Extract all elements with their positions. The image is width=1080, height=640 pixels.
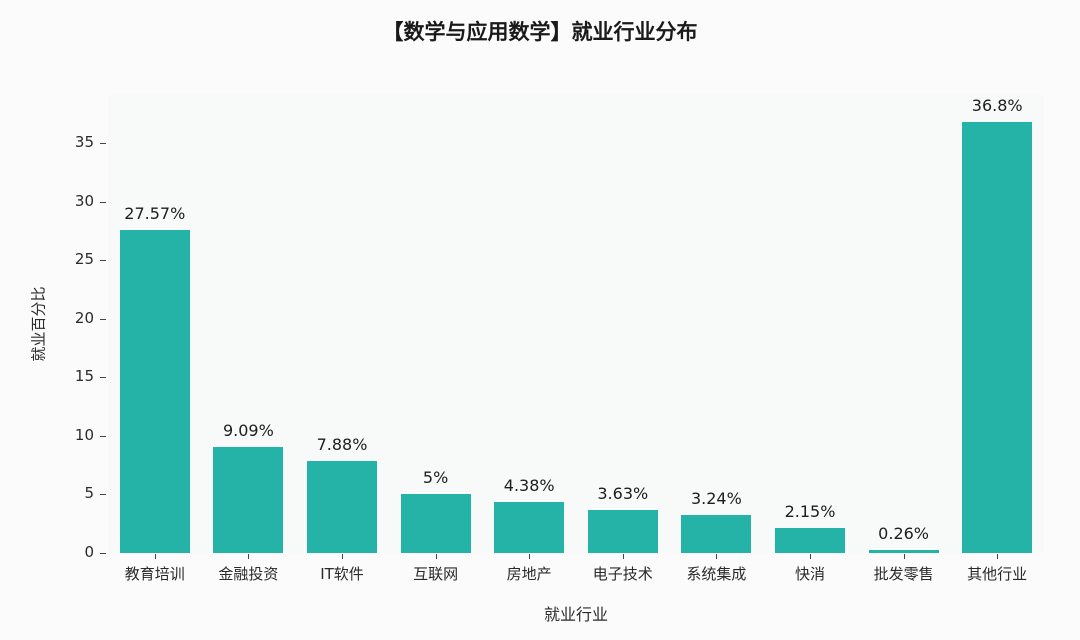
x-tick-mark [529,554,531,559]
y-tick-mark [100,318,106,320]
bar-value-label: 3.63% [597,484,649,504]
x-tick-mark [716,554,718,559]
bar-value-label: 5% [422,468,449,488]
bar [400,494,471,553]
y-tick-label: 20 [74,308,94,327]
bar-value-label: 9.09% [222,420,274,440]
y-tick-mark [100,143,106,145]
bar [775,527,845,553]
x-tick-mark [248,554,250,559]
x-axis-title: 就业行业 [543,605,608,624]
y-tick-mark [100,260,106,262]
bar-value-label: 7.88% [316,434,368,454]
bar [681,515,752,553]
y-tick-label: 35 [74,133,94,152]
bar [307,460,377,553]
bar [119,230,190,553]
bar [213,446,284,553]
x-tick-mark [622,554,624,559]
bar-value-label: 4.38% [503,475,555,495]
x-tick-mark [342,554,343,559]
chart-title: 【数学与应用数学】就业行业分布 [382,20,698,44]
x-tick-mark [435,554,437,559]
bar-value-label: 36.8% [971,95,1023,115]
y-tick-mark [100,201,106,203]
bar-value-label: 0.26% [878,523,929,543]
y-tick-label: 0 [84,543,94,561]
x-tick-mark [154,554,156,559]
x-tick-label: IT软件 [320,565,364,583]
x-tick-label: 房地产 [506,565,552,583]
bar [868,549,939,553]
x-tick-label: 系统集成 [686,565,747,583]
y-tick-mark [100,553,106,554]
x-tick-label: 电子技术 [592,565,653,583]
x-tick-label: 快消 [794,565,825,583]
x-tick-label: 互联网 [413,565,459,583]
x-tick-mark [997,554,999,559]
x-tick-mark [903,554,905,559]
y-tick-mark [100,494,106,496]
y-tick-mark [100,435,106,437]
bar-value-label: 2.15% [784,501,836,521]
x-tick-label: 批发零售 [873,565,934,583]
y-tick-label: 25 [74,250,94,269]
bar-value-label: 3.24% [690,489,742,509]
y-tick-label: 15 [74,367,94,386]
x-tick-label: 金融投资 [218,565,279,583]
y-tick-label: 30 [74,191,94,210]
x-tick-mark [810,554,811,559]
bar [962,121,1033,553]
y-tick-label: 5 [84,484,94,503]
bar [587,510,658,553]
bar-value-label: 27.57% [124,204,186,224]
x-tick-label: 其他行业 [967,565,1028,583]
y-tick-mark [100,377,106,379]
x-tick-label: 教育培训 [124,565,185,583]
bar [494,501,565,553]
y-tick-label: 10 [74,425,94,444]
